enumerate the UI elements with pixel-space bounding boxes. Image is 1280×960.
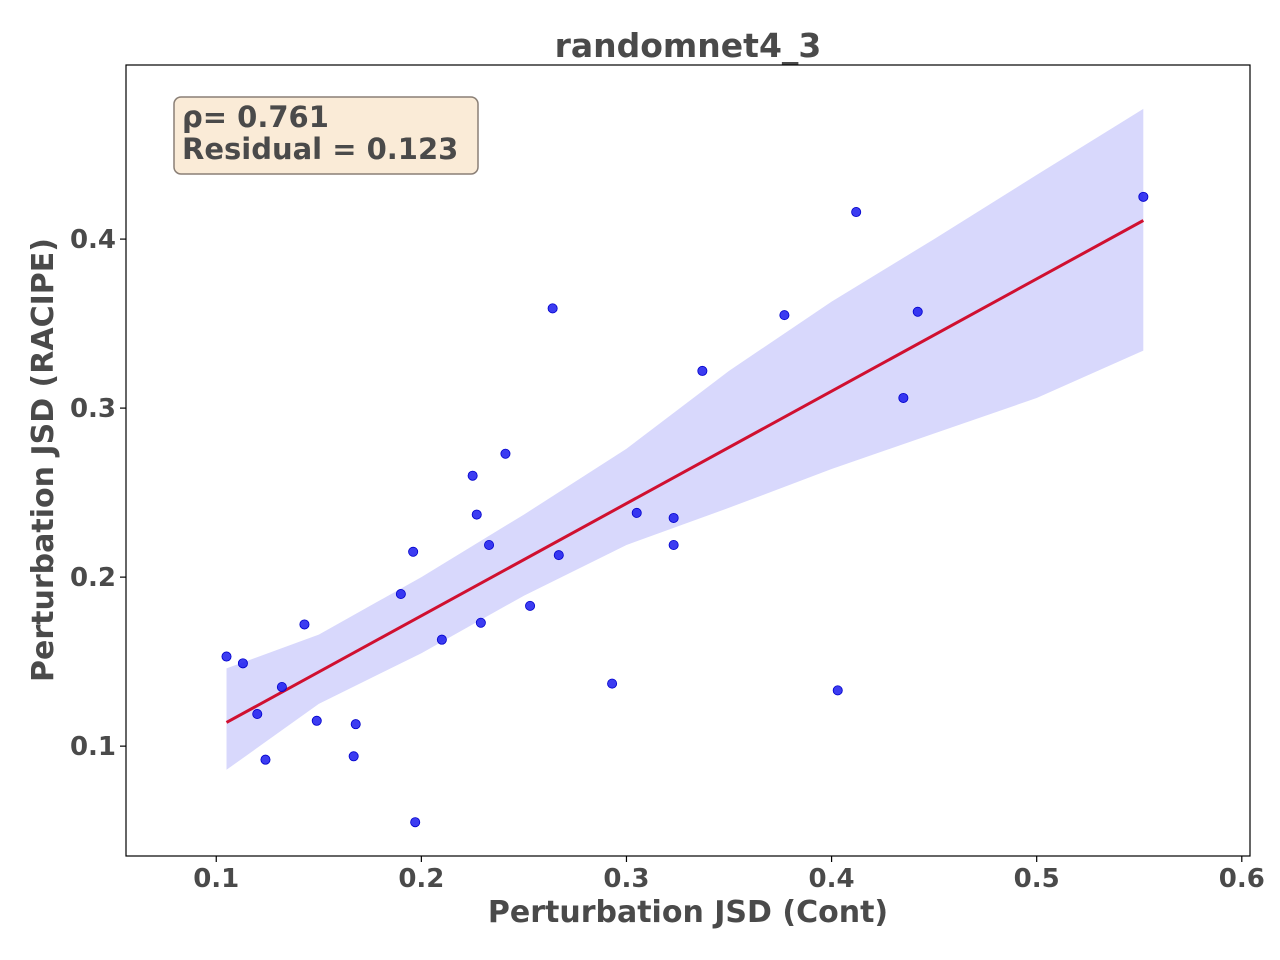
regression-line: [225, 219, 1145, 724]
data-point: [547, 303, 558, 314]
plot-area: [221, 108, 1149, 828]
data-point: [912, 306, 923, 317]
x-tick-label: 0.1: [193, 864, 239, 894]
data-point: [631, 507, 642, 518]
x-tick-label: 0.5: [1014, 864, 1060, 894]
data-point: [607, 678, 618, 689]
data-point: [350, 719, 361, 730]
data-point: [408, 546, 419, 557]
data-point: [467, 470, 478, 481]
data-point: [553, 550, 564, 561]
data-point: [475, 617, 486, 628]
annotation-box: ρ= 0.761 Residual = 0.123: [173, 96, 479, 175]
y-tick-label: 0.4: [70, 225, 116, 255]
data-point: [410, 817, 421, 828]
chart-title: randomnet4_3: [555, 26, 822, 65]
rho-annotation: ρ= 0.761: [182, 100, 329, 134]
data-point: [500, 448, 511, 459]
y-tick-label: 0.3: [70, 394, 116, 424]
data-point: [1138, 191, 1149, 202]
data-point: [276, 681, 287, 692]
data-point: [436, 634, 447, 645]
data-point: [668, 512, 679, 523]
plot-frame: [125, 64, 1251, 857]
data-point: [311, 715, 322, 726]
annotation-background: [173, 96, 479, 175]
data-point: [668, 540, 679, 551]
data-point: [260, 754, 271, 765]
data-point: [299, 619, 310, 630]
data-point: [237, 658, 248, 669]
residual-annotation: Residual = 0.123: [182, 132, 458, 166]
x-tick-label: 0.4: [809, 864, 855, 894]
x-tick-label: 0.2: [398, 864, 444, 894]
data-point: [779, 310, 790, 321]
y-axis-label: Perturbation JSD (RACIPE): [26, 238, 61, 682]
x-tick-label: 0.3: [603, 864, 649, 894]
data-point: [471, 509, 482, 520]
y-tick-label: 0.2: [70, 563, 116, 593]
y-tick-label: 0.1: [70, 732, 116, 762]
data-point: [395, 589, 406, 600]
data-point: [898, 392, 909, 403]
data-point: [697, 365, 708, 376]
data-point: [525, 600, 536, 611]
data-point: [252, 709, 263, 720]
data-point: [851, 207, 862, 218]
x-axis-label: Perturbation JSD (Cont): [488, 895, 888, 930]
confidence-band: [226, 108, 1144, 770]
data-point: [484, 540, 495, 551]
data-point: [221, 651, 232, 662]
axis-ticks: 0.1 0.2 0.3 0.4 0.5 0.6 0.1 0.2 0.3 0.4: [70, 225, 1265, 894]
x-tick-label: 0.6: [1219, 864, 1265, 894]
data-point: [832, 685, 843, 696]
data-point: [348, 751, 359, 762]
